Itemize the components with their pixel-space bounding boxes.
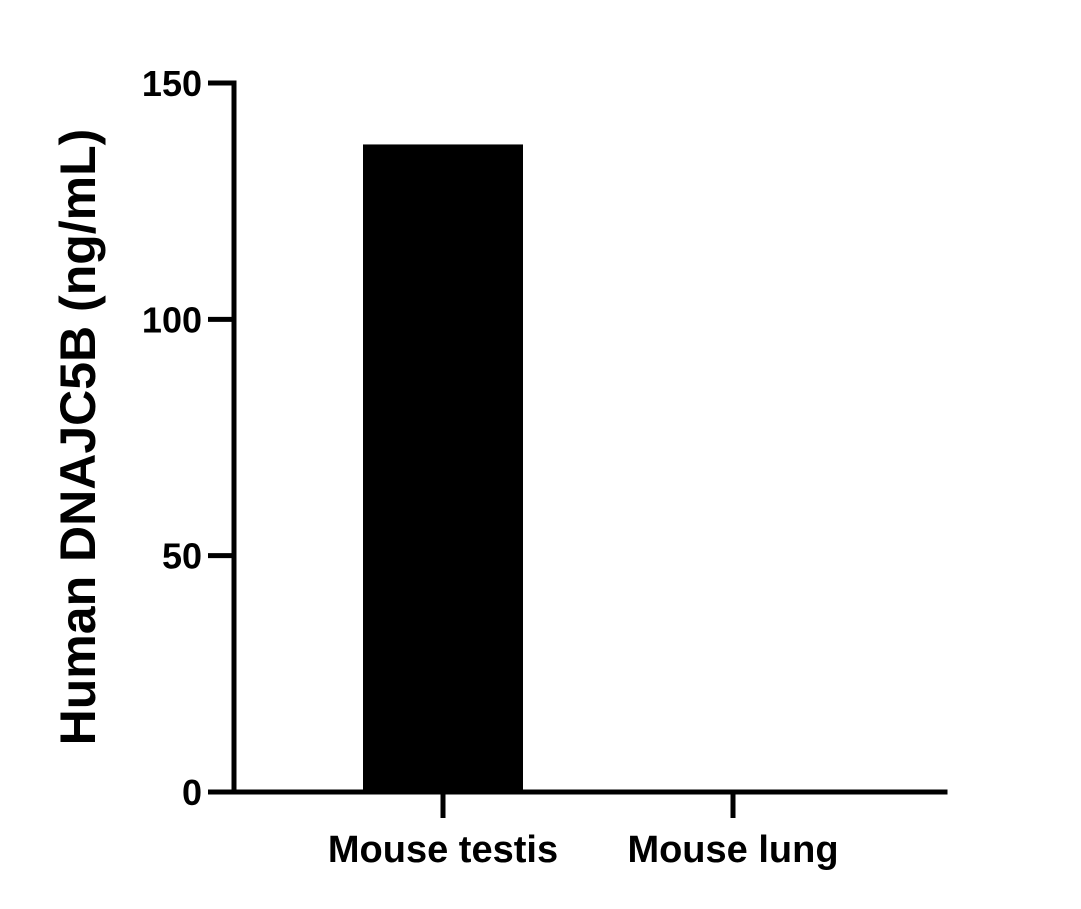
y-axis-label: Human DNAJC5B (ng/mL) [50, 129, 106, 746]
x-category-label: Mouse testis [328, 829, 558, 871]
y-tick-label: 150 [142, 63, 202, 104]
x-ticks-group: Mouse testis Mouse lung [328, 792, 839, 871]
y-ticks-group: 0 50 100 150 [142, 63, 234, 813]
axes-group [231, 80, 948, 795]
bar-mouse-testis [363, 144, 523, 793]
y-tick-label: 0 [182, 772, 202, 813]
y-tick-label: 50 [162, 536, 202, 577]
bars-group [363, 144, 523, 793]
y-tick-label: 100 [142, 299, 202, 340]
x-category-label: Mouse lung [627, 829, 838, 871]
